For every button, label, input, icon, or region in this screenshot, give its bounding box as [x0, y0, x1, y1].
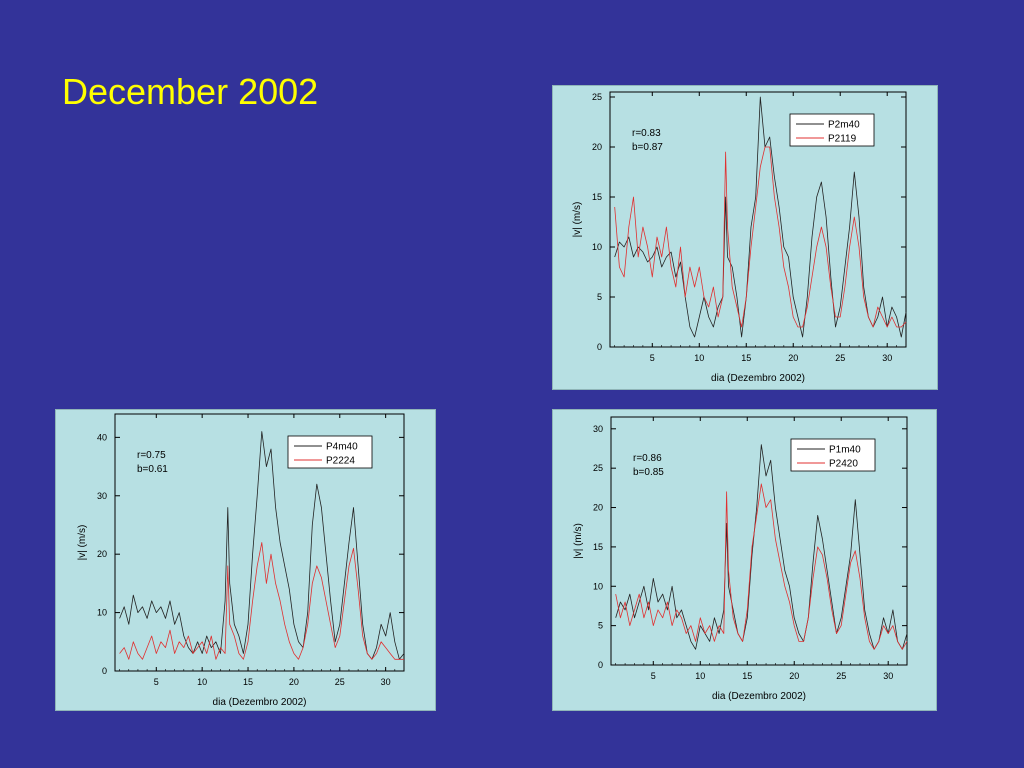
- chart-bottom-right-svg: 5 10 15 20 25 30 0 5 10 15 20 25 30 dia (Dezembro 200…: [573, 416, 908, 702]
- y-tick-label: 25: [592, 92, 602, 102]
- x-tick-label: 30: [883, 671, 893, 681]
- x-tick-label: 15: [243, 677, 253, 687]
- chart-panel-top-right: 5 10 15 20 25 30 0 5 10 15 20 25 dia (Dezembro 2002)…: [552, 85, 938, 390]
- legend-label: P2224: [326, 456, 355, 467]
- legend-box: [287, 435, 373, 469]
- slide-title: December 2002: [62, 71, 319, 112]
- x-tick-label: 20: [789, 671, 799, 681]
- chart-bottom-left-svg: 5 10 15 20 25 30 0 10 20 30 40 dia (Dezembro 2002) |…: [77, 413, 405, 708]
- x-tick-label: 5: [651, 671, 656, 681]
- x-axis-label: dia (Dezembro 2002): [213, 697, 307, 708]
- chart-panel-bottom-left: 5 10 15 20 25 30 0 10 20 30 40 dia (Dezembro 2002) |…: [55, 409, 436, 711]
- y-tick-label: 0: [598, 660, 603, 670]
- legend-label: P1m40: [829, 445, 861, 456]
- y-tick-label: 30: [97, 491, 107, 501]
- stat-annotation: r=0.75: [137, 450, 166, 461]
- x-tick-label: 25: [836, 671, 846, 681]
- stat-annotation: r=0.83: [632, 128, 661, 139]
- chart-panel-bottom-right: 5 10 15 20 25 30 0 5 10 15 20 25 30 dia (Dezembro 200…: [552, 409, 937, 711]
- series-line-P4m40: [119, 431, 405, 660]
- legend-label: P2420: [829, 459, 858, 470]
- y-tick-label: 20: [593, 503, 603, 513]
- x-tick-label: 10: [694, 353, 704, 363]
- x-tick-label: 25: [835, 353, 845, 363]
- x-tick-label: 15: [742, 671, 752, 681]
- y-tick-label: 20: [97, 549, 107, 559]
- plot-frame: [610, 416, 908, 666]
- x-axis-label: dia (Dezembro 2002): [712, 691, 806, 702]
- chart-top-right-svg: 5 10 15 20 25 30 0 5 10 15 20 25 dia (Dezembro 2002)…: [572, 91, 907, 384]
- x-tick-label: 5: [154, 677, 159, 687]
- y-tick-label: 25: [593, 463, 603, 473]
- y-tick-label: 0: [597, 342, 602, 352]
- legend-box: [789, 113, 875, 147]
- x-tick-label: 10: [695, 671, 705, 681]
- y-tick-label: 20: [592, 142, 602, 152]
- series-line-P2420: [615, 483, 908, 650]
- series-line-P2m40: [614, 96, 907, 338]
- stat-annotation: r=0.86: [633, 453, 662, 464]
- series-line-P2224: [119, 542, 404, 660]
- x-tick-label: 25: [335, 677, 345, 687]
- y-tick-label: 5: [597, 292, 602, 302]
- y-tick-label: 5: [598, 621, 603, 631]
- y-tick-label: 0: [102, 666, 107, 676]
- y-tick-label: 15: [593, 542, 603, 552]
- y-axis-label: |v| (m/s): [572, 202, 583, 238]
- x-tick-label: 20: [788, 353, 798, 363]
- y-tick-label: 10: [593, 581, 603, 591]
- y-tick-label: 10: [592, 242, 602, 252]
- y-tick-label: 10: [97, 608, 107, 618]
- legend-label: P2119: [828, 134, 857, 145]
- series-line-P2119: [614, 146, 907, 328]
- legend-label: P2m40: [828, 120, 860, 131]
- y-axis-label: |v| (m/s): [573, 523, 584, 559]
- legend-label: P4m40: [326, 442, 358, 453]
- plot-frame: [114, 413, 405, 672]
- y-axis-label: |v| (m/s): [77, 525, 88, 561]
- x-tick-label: 30: [381, 677, 391, 687]
- x-tick-label: 20: [289, 677, 299, 687]
- x-tick-label: 30: [882, 353, 892, 363]
- x-tick-label: 15: [741, 353, 751, 363]
- stat-annotation: b=0.61: [137, 464, 168, 475]
- x-tick-label: 5: [650, 353, 655, 363]
- series-line-P1m40: [615, 444, 908, 650]
- y-tick-label: 40: [97, 432, 107, 442]
- stat-annotation: b=0.85: [633, 467, 664, 478]
- y-tick-label: 15: [592, 192, 602, 202]
- plot-frame: [609, 91, 907, 348]
- x-axis-label: dia (Dezembro 2002): [711, 373, 805, 384]
- y-tick-label: 30: [593, 424, 603, 434]
- stat-annotation: b=0.87: [632, 142, 663, 153]
- x-tick-label: 10: [197, 677, 207, 687]
- legend-box: [790, 438, 876, 472]
